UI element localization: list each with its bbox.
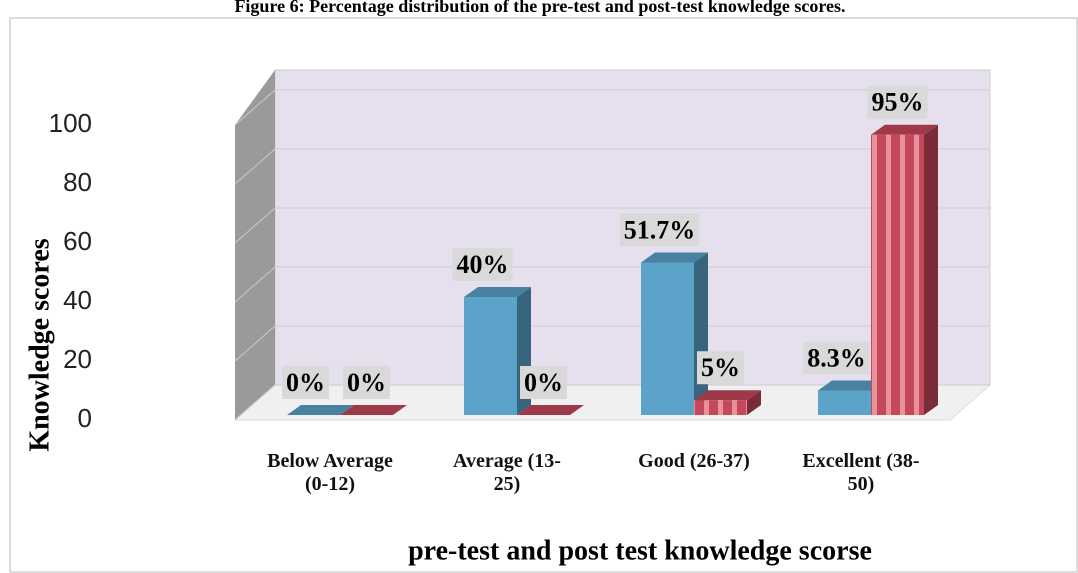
side-wall	[235, 70, 275, 420]
bar-front	[694, 400, 747, 415]
bar-side	[924, 124, 938, 415]
value-label-box	[282, 365, 329, 399]
value-label-box	[343, 365, 390, 399]
value-label: 0%	[524, 368, 563, 397]
value-label: 0%	[347, 368, 386, 397]
value-label: 40%	[457, 250, 509, 279]
bar	[871, 124, 938, 415]
value-label-box	[803, 341, 870, 375]
bar	[340, 405, 407, 415]
bar-top	[340, 405, 407, 415]
value-label-box	[867, 85, 928, 119]
value-label-box	[697, 351, 744, 385]
chart-title: Figure 6: Percentage distribution of the…	[234, 0, 845, 16]
bar-top	[517, 405, 584, 415]
bar-front	[641, 262, 694, 415]
value-label: 95%	[872, 88, 924, 117]
grid-line	[234, 384, 276, 421]
value-label: 51.7%	[624, 215, 696, 244]
y-tick-label: 0	[78, 403, 92, 433]
value-label: 5%	[701, 353, 740, 382]
value-label: 8.3%	[807, 343, 866, 372]
bar	[694, 390, 761, 415]
bar-side	[747, 390, 761, 415]
x-tick-label: Excellent (38-50)	[802, 450, 920, 495]
bar-top	[694, 390, 761, 401]
bar-top	[818, 380, 885, 391]
bar-front	[464, 297, 517, 415]
x-axis-title: pre-test and post test knowledge scorse	[408, 535, 872, 566]
y-tick-label: 100	[49, 108, 92, 138]
value-label-box	[520, 365, 567, 399]
grid-line	[234, 89, 276, 126]
bar-top	[287, 405, 354, 415]
bar	[641, 252, 708, 415]
y-tick-label: 60	[63, 226, 92, 256]
y-tick-label: 80	[63, 167, 92, 197]
bar-side	[694, 252, 708, 415]
y-tick-label: 40	[63, 285, 92, 315]
x-tick-label: Below Average (0-12)	[267, 450, 393, 495]
y-axis-title: Knowledge scores	[24, 238, 55, 451]
grid-line	[234, 148, 276, 185]
bar-top	[871, 124, 938, 135]
bar-top	[641, 252, 708, 263]
bar-top	[464, 287, 531, 297]
x-tick-label: Good (26-37)	[638, 450, 750, 472]
x-tick-label: Average (13-25)	[453, 450, 561, 495]
bar	[287, 405, 354, 415]
chart-frame	[9, 17, 1078, 573]
grid-line	[234, 207, 276, 244]
bar	[517, 405, 584, 415]
value-label-box	[452, 247, 513, 281]
value-label: 0%	[286, 368, 325, 397]
bar-front	[871, 134, 924, 415]
bar-front	[818, 390, 871, 415]
grid-line	[234, 325, 276, 362]
y-tick-label: 20	[63, 344, 92, 374]
grid-line	[234, 266, 276, 303]
value-label-box	[619, 213, 700, 247]
